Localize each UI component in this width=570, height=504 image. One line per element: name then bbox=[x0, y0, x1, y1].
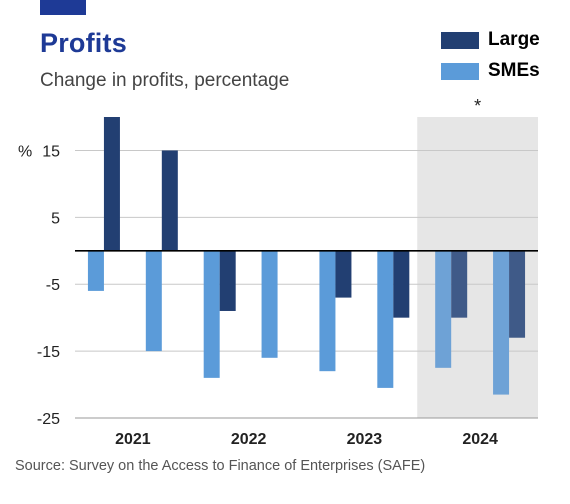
brand-accent-bar bbox=[40, 0, 86, 15]
bar-large bbox=[335, 250, 352, 298]
bar-smes bbox=[493, 250, 510, 395]
y-tick-label: -15 bbox=[37, 344, 60, 361]
shaded-region-annotation: * bbox=[474, 96, 481, 116]
bar-smes bbox=[203, 250, 220, 378]
bar-large bbox=[509, 250, 526, 338]
legend-item-smes: SMEs bbox=[441, 57, 540, 85]
legend-swatch-large bbox=[441, 31, 479, 49]
x-tick-label: 2021 bbox=[115, 431, 151, 448]
bar-smes bbox=[261, 250, 278, 358]
bar-smes bbox=[145, 250, 162, 352]
bar-large bbox=[393, 250, 410, 318]
bar-large bbox=[103, 117, 120, 251]
y-unit-label: % bbox=[18, 143, 32, 160]
legend-swatch-smes bbox=[441, 62, 479, 80]
bar-large bbox=[451, 250, 468, 318]
legend-item-large: Large bbox=[441, 26, 540, 54]
legend: Large SMEs bbox=[441, 26, 540, 88]
bar-smes bbox=[87, 250, 104, 291]
y-tick-label: -5 bbox=[46, 277, 60, 294]
chart-subtitle: Change in profits, percentage bbox=[40, 70, 290, 91]
x-tick-label: 2023 bbox=[347, 431, 383, 448]
bar-smes bbox=[377, 250, 394, 388]
y-tick-label: 5 bbox=[51, 210, 60, 227]
legend-label-large: Large bbox=[488, 29, 540, 50]
bar-large bbox=[161, 150, 178, 251]
y-tick-label: -25 bbox=[37, 411, 60, 428]
source-note: Source: Survey on the Access to Finance … bbox=[15, 458, 426, 474]
bar-smes bbox=[435, 250, 452, 368]
chart-title: Profits bbox=[40, 28, 127, 58]
bar-large bbox=[219, 250, 236, 311]
x-tick-label: 2024 bbox=[462, 431, 498, 448]
legend-label-smes: SMEs bbox=[488, 60, 540, 81]
x-tick-label: 2022 bbox=[231, 431, 267, 448]
bar-smes bbox=[319, 250, 336, 372]
y-tick-label: 15 bbox=[42, 143, 60, 160]
